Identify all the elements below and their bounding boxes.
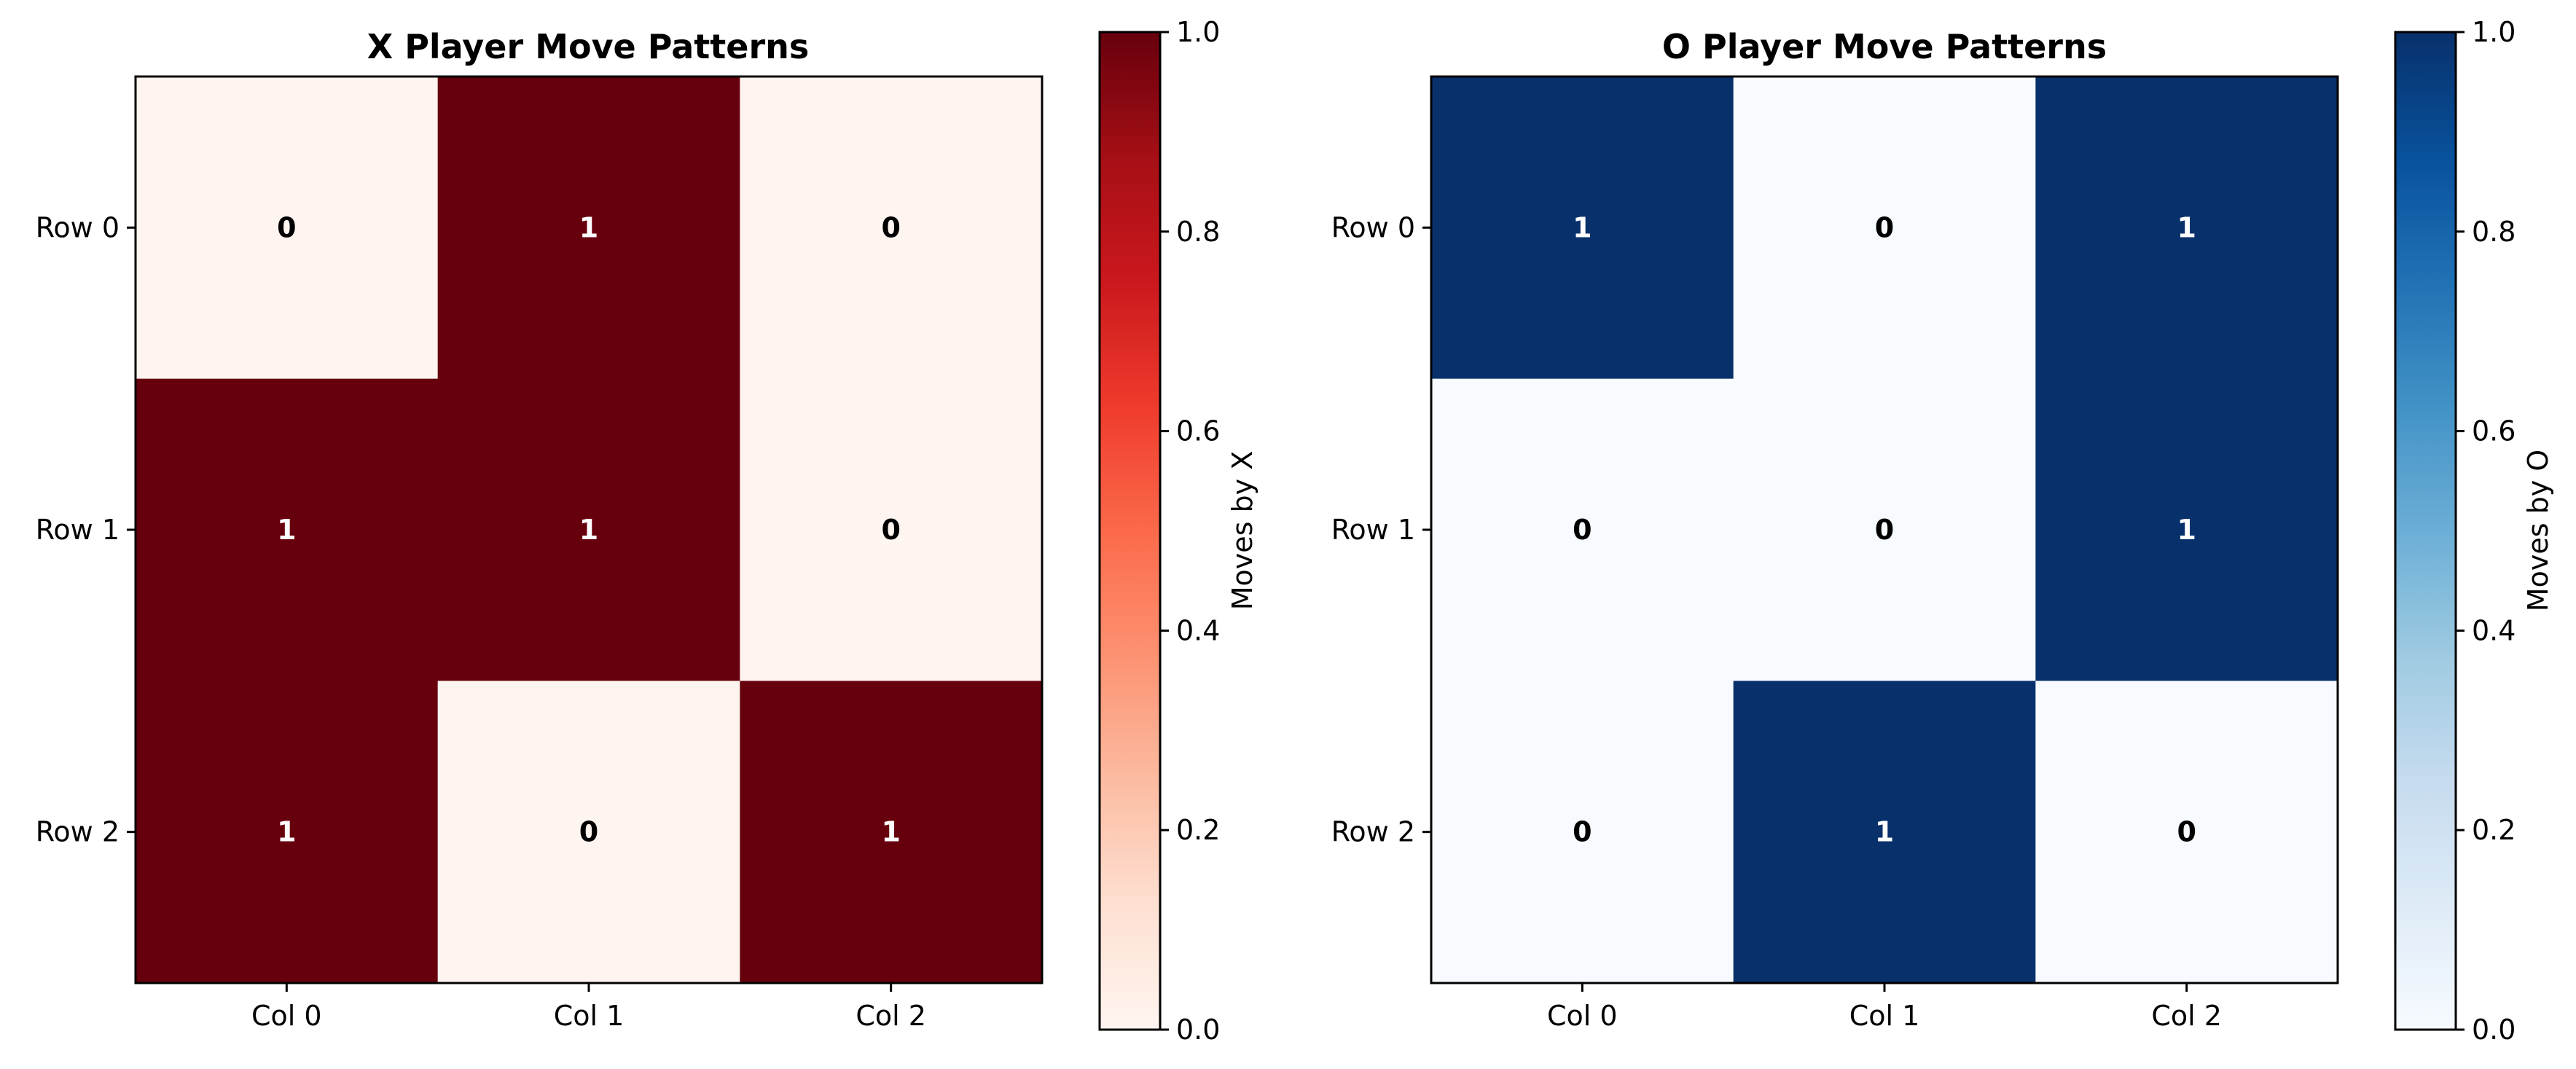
heatmap-panel-x: X Player Move Patterns 0 1 01 1 01 0 1 Col 0 Co… <box>36 16 1258 1046</box>
heatmap-panel-o: O Player Move Patterns 1 0 10 0 10 1 0 Col 0 Co… <box>1331 16 2554 1046</box>
x-tick-label: Col 2 <box>856 1000 926 1032</box>
cell-value-label: 1 <box>277 514 296 546</box>
cell-value-label: 1 <box>277 816 296 848</box>
colorbar-tick-label: 0.8 <box>1176 216 1220 248</box>
y-tick-label: Row 1 <box>1331 514 1415 546</box>
cell-value-label: 1 <box>881 816 900 848</box>
heatmap-cells-o: 1 0 1 0 0 1 0 1 0 <box>1431 77 2338 984</box>
colorbar-tick-label: 0.8 <box>2472 216 2516 248</box>
y-tick-label: Row 0 <box>36 211 120 243</box>
x-tick-label: Col 1 <box>554 1000 625 1032</box>
cell-value-label: 0 <box>881 211 900 243</box>
heatmap-cell <box>740 77 1043 380</box>
cell-value-label: 1 <box>579 514 598 546</box>
heatmap-cell <box>1431 378 1734 681</box>
y-tick-label: Row 0 <box>1331 211 1415 243</box>
cell-value-label: 1 <box>1573 211 1592 243</box>
heatmap-cell <box>740 378 1043 681</box>
heatmap-cell <box>1431 681 1734 984</box>
colorbar-o: 0.0 0.2 0.4 0.6 0.8 1.0 Moves by O <box>2394 16 2554 1046</box>
colorbar-tick-label: 0.2 <box>1176 814 1220 846</box>
y-axis-o: Row 0 Row 1 Row 2 <box>1331 211 1431 848</box>
heatmap-cell <box>1733 77 2036 380</box>
colorbar-tick-label: 0.4 <box>2472 614 2516 646</box>
chart-title: O Player Move Patterns <box>1662 27 2107 66</box>
cell-value-label: 1 <box>2177 211 2196 243</box>
heatmap-cell <box>1733 681 2036 984</box>
colorbar-gradient <box>1098 31 1162 1031</box>
x-axis-x: Col 0 Col 1 Col 2 <box>251 983 926 1032</box>
heatmap-cell <box>437 77 740 380</box>
y-tick-label: Row 1 <box>36 514 120 546</box>
x-tick-label: Col 0 <box>251 1000 322 1032</box>
cell-value-label: 0 <box>1875 514 1894 546</box>
cell-value-label: 0 <box>579 816 598 848</box>
colorbar-tick-label: 0.6 <box>2472 415 2516 447</box>
colorbar-tick-label: 0.6 <box>1176 415 1220 447</box>
cell-value-label: 0 <box>1573 816 1592 848</box>
colorbar-label: Moves by X <box>1226 451 1258 611</box>
heatmap-cell <box>2035 77 2338 380</box>
heatmap-cell <box>1733 378 2036 681</box>
x-tick-label: Col 0 <box>1547 1000 1618 1032</box>
heatmap-cell <box>136 378 439 681</box>
cell-value-label: 0 <box>277 211 296 243</box>
heatmap-cell <box>740 681 1043 984</box>
colorbar-gradient <box>2394 31 2457 1031</box>
heatmap-cell <box>2035 681 2338 984</box>
colorbar-tick-label: 0.4 <box>1176 614 1220 646</box>
heatmap-cell <box>1431 77 1734 380</box>
heatmap-cell <box>136 77 439 380</box>
x-axis-o: Col 0 Col 1 Col 2 <box>1547 983 2222 1032</box>
colorbar-tick-label: 0.0 <box>2472 1014 2516 1046</box>
y-tick-label: Row 2 <box>36 816 120 848</box>
cell-value-label: 0 <box>881 514 900 546</box>
chart-title: X Player Move Patterns <box>367 27 810 66</box>
colorbar-label: Moves by O <box>2522 450 2554 611</box>
colorbar-x: 0.0 0.2 0.4 0.6 0.8 1.0 Moves by X <box>1098 16 1258 1046</box>
heatmap-cell <box>437 378 740 681</box>
colorbar-tick-label: 1.0 <box>2472 16 2516 48</box>
colorbar-ticks-x: 0.0 0.2 0.4 0.6 0.8 1.0 <box>1160 16 1220 1046</box>
y-axis-x: Row 0 Row 1 Row 2 <box>36 211 136 848</box>
cell-value-label: 0 <box>1875 211 1894 243</box>
colorbar-tick-label: 0.0 <box>1176 1014 1220 1046</box>
cell-value-label: 0 <box>2177 816 2196 848</box>
y-tick-label: Row 2 <box>1331 816 1415 848</box>
heatmap-cell <box>2035 378 2338 681</box>
cell-value-label: 1 <box>579 211 598 243</box>
cell-value-label: 0 <box>1573 514 1592 546</box>
x-tick-label: Col 1 <box>1849 1000 1920 1032</box>
colorbar-tick-label: 0.2 <box>2472 814 2516 846</box>
colorbar-ticks-o: 0.0 0.2 0.4 0.6 0.8 1.0 <box>2456 16 2516 1046</box>
heatmap-cell <box>136 681 439 984</box>
colorbar-tick-label: 1.0 <box>1176 16 1220 48</box>
cell-value-label: 1 <box>1875 816 1894 848</box>
heatmap-cell <box>437 681 740 984</box>
heatmap-cells-x: 0 1 0 1 1 0 1 0 1 <box>136 77 1043 984</box>
cell-value-label: 1 <box>2177 514 2196 546</box>
x-tick-label: Col 2 <box>2151 1000 2222 1032</box>
